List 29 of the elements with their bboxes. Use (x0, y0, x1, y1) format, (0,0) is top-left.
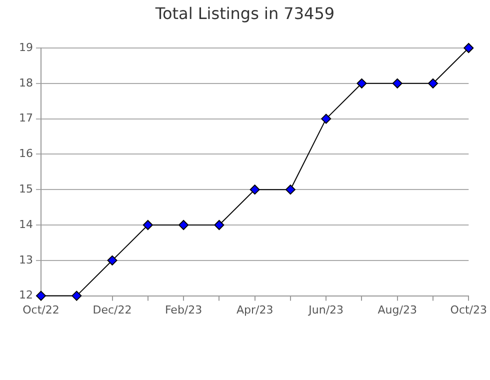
chart-title: Total Listings in 73459 (154, 4, 336, 23)
x-tick-label: Oct/22 (22, 303, 60, 316)
point (142, 220, 153, 230)
x-tick-label: Oct/23 (450, 303, 488, 316)
y-tick-label: 13 (18, 253, 33, 266)
y-tick-label: 16 (18, 147, 33, 160)
x-tick-label: Feb/23 (164, 303, 202, 316)
y-tick-label: 14 (18, 218, 33, 231)
point (464, 43, 474, 53)
x-tick-label: Aug/23 (378, 303, 417, 316)
x-tick-label: Apr/23 (236, 303, 274, 316)
x-tick-label: Dec/22 (92, 303, 132, 316)
point (285, 184, 296, 195)
y-tick-label: 15 (18, 182, 33, 196)
point (178, 220, 189, 230)
point (36, 290, 46, 301)
point (107, 255, 118, 266)
x-tick-label: Jun/23 (308, 303, 344, 316)
point (250, 184, 260, 195)
point (321, 114, 332, 124)
point (428, 78, 438, 88)
y-tick-label: 19 (18, 40, 33, 54)
y-tick-label: 17 (18, 112, 33, 125)
point (72, 290, 82, 301)
y-tick-label: 18 (18, 76, 33, 90)
y-tick-label: 12 (18, 288, 33, 302)
point (214, 220, 224, 230)
point (356, 78, 367, 88)
point (392, 78, 402, 88)
